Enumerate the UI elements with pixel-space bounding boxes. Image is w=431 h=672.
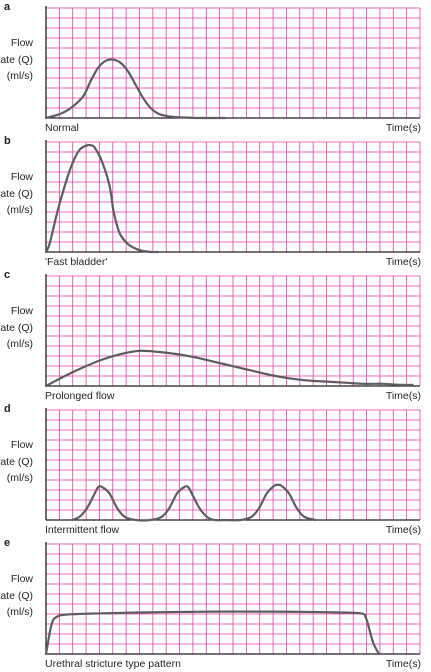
- ylabel-line: rate (Q): [0, 188, 33, 200]
- panel-e: e Flow rate (Q) (ml/s) Urethral stricture ty…: [0, 537, 421, 670]
- panel-b-ylabel: Flow rate (Q) (ml/s): [0, 171, 33, 216]
- ylabel-line: Flow: [11, 573, 34, 585]
- panel-c-grid: [46, 275, 421, 386]
- ylabel-line: (ml/s): [7, 70, 33, 82]
- panel-e-letter: e: [4, 537, 10, 549]
- ylabel-line: Flow: [11, 305, 34, 317]
- ylabel-line: rate (Q): [0, 590, 33, 602]
- panel-d-xlabel: Time(s): [386, 524, 421, 536]
- ylabel-line: Flow: [11, 171, 34, 183]
- panel-c: c Flow rate (Q) (ml/s) Prolonged flow Time(s): [0, 269, 421, 402]
- ylabel-line: Flow: [11, 37, 34, 49]
- panel-e-flow-curve: [44, 610, 380, 656]
- panel-b-flow-curve: [44, 143, 160, 254]
- panel-e-caption: Urethral stricture type pattern: [45, 658, 181, 670]
- panel-a-ylabel: Flow rate (Q) (ml/s): [0, 37, 33, 82]
- panel-b-grid: [46, 141, 421, 252]
- panel-a-grid: [46, 7, 421, 118]
- ylabel-line: rate (Q): [0, 456, 33, 468]
- panel-b-caption: 'Fast bladder': [45, 256, 107, 268]
- panel-c-ylabel: Flow rate (Q) (ml/s): [0, 305, 33, 350]
- panel-d-flow-curve: [71, 483, 317, 522]
- panel-d-letter: d: [4, 403, 11, 415]
- ylabel-line: (ml/s): [7, 606, 33, 618]
- panel-d-caption: Intermittent flow: [45, 524, 120, 536]
- panel-c-letter: c: [4, 269, 10, 281]
- panel-c-flow-curve: [44, 349, 414, 388]
- panel-c-caption: Prolonged flow: [45, 390, 115, 402]
- panel-b-letter: b: [4, 135, 11, 147]
- panel-a: a Flow rate (Q) (ml/s) Normal Time(s): [0, 1, 421, 134]
- panel-a-caption: Normal: [45, 122, 79, 134]
- ylabel-line: rate (Q): [0, 54, 33, 66]
- ylabel-line: (ml/s): [7, 472, 33, 484]
- panel-c-xlabel: Time(s): [386, 390, 421, 402]
- panel-a-xlabel: Time(s): [386, 122, 421, 134]
- panel-e-grid: [46, 543, 421, 654]
- ylabel-line: rate (Q): [0, 322, 33, 334]
- panel-e-ylabel: Flow rate (Q) (ml/s): [0, 573, 33, 618]
- ylabel-line: (ml/s): [7, 204, 33, 216]
- panel-e-xlabel: Time(s): [386, 658, 421, 670]
- panel-b-xlabel: Time(s): [386, 256, 421, 268]
- panel-d-grid: [46, 409, 421, 520]
- panel-b: b Flow rate (Q) (ml/s) 'Fast bladder' Time(s): [0, 135, 421, 268]
- panel-a-flow-curve: [44, 58, 227, 120]
- ylabel-line: (ml/s): [7, 338, 33, 350]
- panel-d-ylabel: Flow rate (Q) (ml/s): [0, 439, 33, 484]
- panel-d: d Flow rate (Q) (ml/s) Intermittent flow Time…: [0, 403, 421, 536]
- ylabel-line: Flow: [11, 439, 34, 451]
- panel-a-letter: a: [4, 1, 11, 13]
